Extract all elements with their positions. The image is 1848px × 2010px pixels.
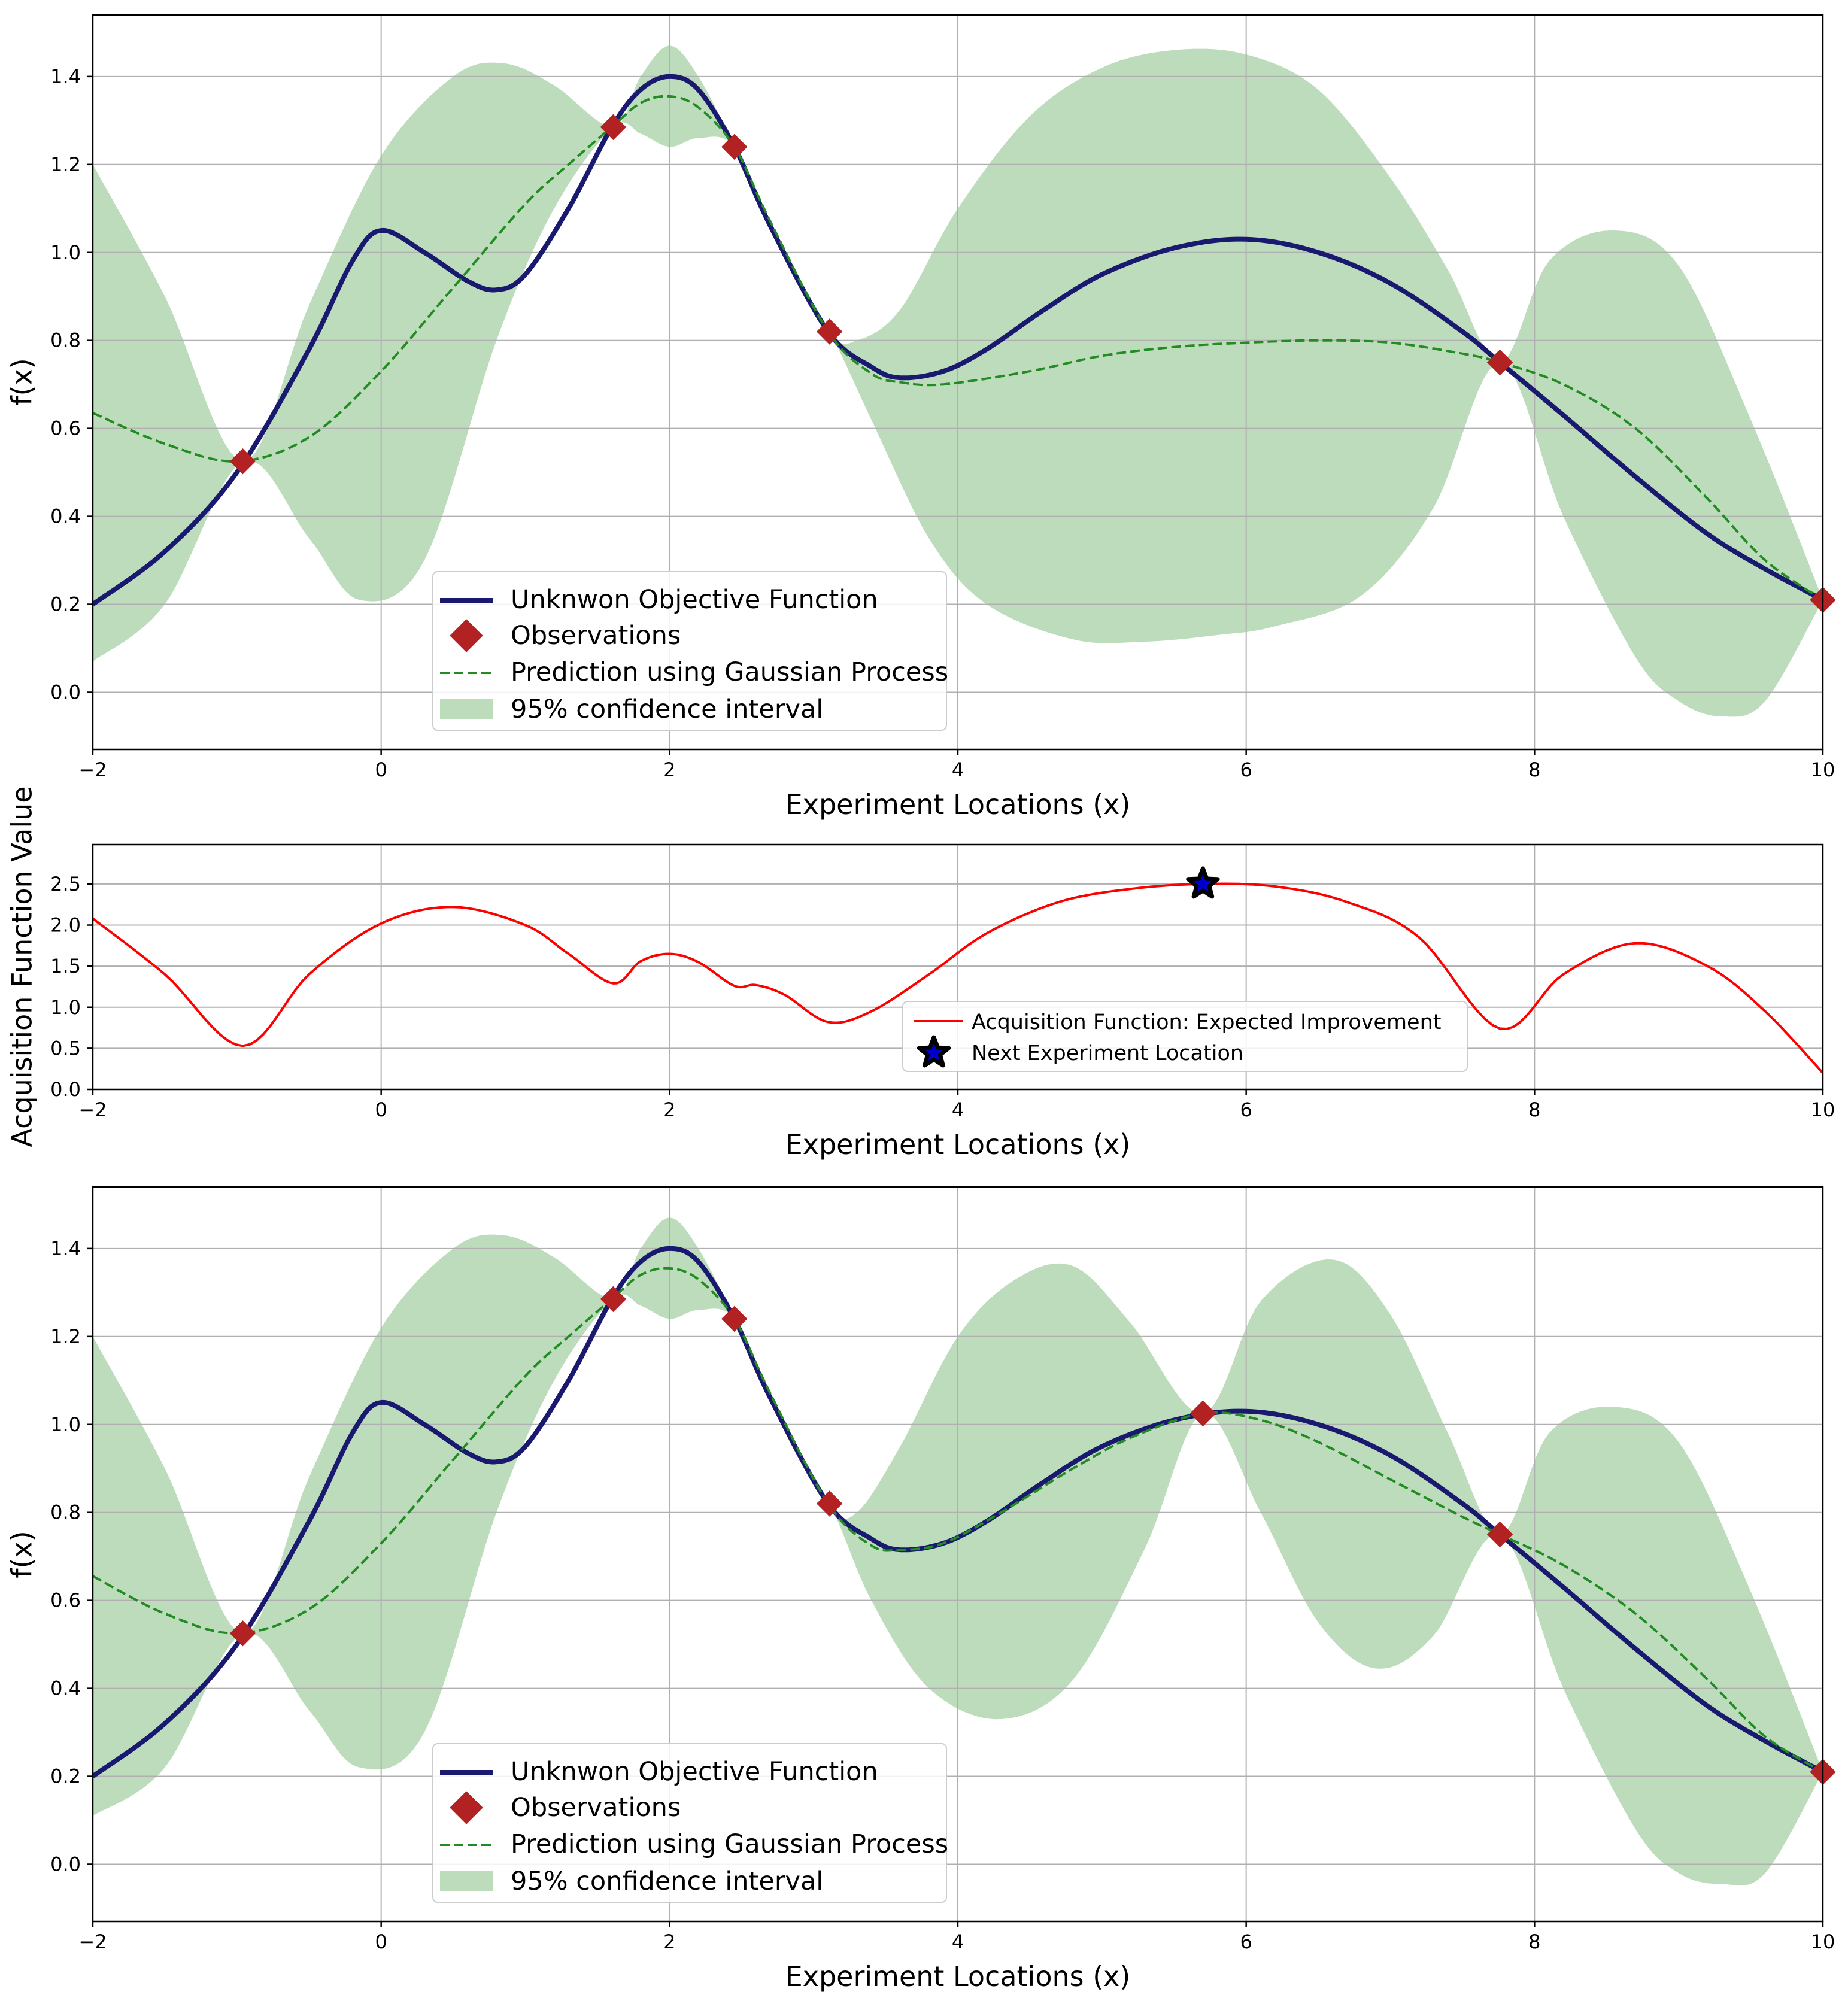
y-tick-label: 1.4 (50, 1237, 81, 1260)
y-tick-label: 2.5 (50, 873, 81, 895)
x-tick-label: −2 (78, 758, 107, 781)
x-axis-label: Experiment Locations (x) (785, 788, 1131, 821)
y-tick-label: 0.8 (50, 329, 81, 352)
y-tick-label: 2.0 (50, 914, 81, 937)
grid (92, 15, 1823, 749)
y-axis-label: f(x) (6, 1531, 38, 1578)
next-point-star (1186, 866, 1220, 899)
legend-ci-label: 95% confidence interval (511, 1866, 823, 1896)
legend-observations-label: Observations (511, 1793, 681, 1823)
y-tick-label: 1.0 (50, 996, 81, 1019)
y-tick-label: 0.6 (50, 1589, 81, 1612)
y-tick-label: 0.2 (50, 593, 81, 616)
y-axis-label: f(x) (6, 358, 38, 405)
legend-observation-swatch (450, 619, 483, 652)
y-tick-label: 1.2 (50, 1325, 81, 1348)
observation-marker (1189, 1400, 1216, 1427)
x-tick-label: −2 (78, 1930, 107, 1953)
x-tick-label: 6 (1240, 1098, 1252, 1121)
observation-marker (600, 1286, 627, 1313)
legend-box (432, 1743, 947, 1903)
observation-marker (600, 114, 627, 141)
observation-marker (1486, 349, 1513, 376)
y-tick-label: 1.5 (50, 955, 81, 977)
observation-marker (721, 1305, 748, 1332)
x-tick-label: 10 (1811, 1098, 1835, 1121)
y-tick-label: 0.0 (50, 1853, 81, 1875)
y-axis-label: Acquisition Function Value (6, 786, 38, 1147)
legend: Unknwon Objective Function Observations Pr… (432, 1743, 948, 1903)
legend-ci-swatch (440, 699, 493, 719)
observation-marker (229, 1620, 256, 1647)
legend: Acquisition Function: Expected Improveme… (902, 1001, 1468, 1072)
x-tick-label: 8 (1528, 1098, 1540, 1121)
y-tick-label: 0.4 (50, 505, 81, 528)
observation-marker (816, 1490, 843, 1517)
observation-marker (229, 448, 256, 475)
x-tick-label: 8 (1528, 758, 1540, 781)
x-tick-label: 0 (375, 758, 387, 781)
legend-ci-swatch (440, 1871, 493, 1891)
x-tick-label: 6 (1240, 758, 1252, 781)
legend-objective-label: Unknwon Objective Function (511, 585, 878, 615)
observation-marker (816, 318, 843, 345)
y-tick-label: 1.2 (50, 153, 81, 176)
legend-box (432, 571, 947, 731)
ei-line (93, 882, 1823, 1074)
x-tick-label: 4 (952, 1930, 964, 1953)
x-tick-label: 0 (375, 1930, 387, 1953)
y-tick-label: 0.0 (50, 681, 81, 703)
x-tick-label: −2 (78, 1098, 107, 1121)
y-tick-label: 0.8 (50, 1501, 81, 1524)
legend-prediction-label: Prediction using Gaussian Process (511, 657, 948, 687)
x-axis-label: Experiment Locations (x) (785, 1128, 1131, 1161)
x-tick-label: 0 (375, 1098, 387, 1121)
observation-marker (1486, 1521, 1513, 1548)
y-tick-label: 0.6 (50, 417, 81, 440)
legend-prediction-label: Prediction using Gaussian Process (511, 1829, 948, 1859)
y-tick-label: 1.4 (50, 65, 81, 88)
panel-bottom: −2 0 2 4 6 8 10 0.0 0.2 0.4 0.6 0.8 1.0 1.2 1.4 Experim… (6, 1186, 1836, 1993)
legend-observation-swatch (450, 1791, 483, 1824)
x-axis-label: Experiment Locations (x) (785, 1960, 1131, 1993)
x-tick-label: 10 (1811, 1930, 1835, 1953)
y-tick-label: 0.2 (50, 1765, 81, 1788)
panel-middle: −2 0 2 4 6 8 10 0.0 0.5 1.0 1.5 2.0 2.5 Experiment Lo… (6, 786, 1835, 1161)
y-tick-label: 1.0 (50, 241, 81, 264)
observation-marker (721, 133, 748, 160)
y-tick-label: 0.0 (50, 1078, 81, 1101)
x-tick-label: 4 (952, 758, 964, 781)
x-tick-label: 10 (1811, 758, 1835, 781)
x-tick-label: 8 (1528, 1930, 1540, 1953)
legend-box (902, 1001, 1468, 1072)
x-tick-label: 4 (952, 1098, 964, 1121)
panel-top: −2 0 2 4 6 8 10 0.0 0.2 0.4 0.6 0.8 1.0 1.2 1.4 Experim… (6, 14, 1836, 821)
y-tick-label: 0.5 (50, 1037, 81, 1059)
x-tick-label: 2 (663, 1098, 675, 1121)
legend-ei-label: Acquisition Function: Expected Improveme… (972, 1010, 1441, 1034)
y-tick-label: 1.0 (50, 1413, 81, 1436)
x-tick-label: 2 (663, 1930, 675, 1953)
legend-ci-label: 95% confidence interval (511, 694, 823, 724)
legend: Unknwon Objective Function Observations Pr… (432, 571, 948, 731)
x-tick-label: 2 (663, 758, 675, 781)
legend-star-swatch (917, 1035, 951, 1068)
y-tick-label: 0.4 (50, 1677, 81, 1700)
legend-objective-label: Unknwon Objective Function (511, 1757, 878, 1787)
x-tick-label: 6 (1240, 1930, 1252, 1953)
legend-observations-label: Observations (511, 621, 681, 651)
legend-next-label: Next Experiment Location (972, 1042, 1243, 1065)
